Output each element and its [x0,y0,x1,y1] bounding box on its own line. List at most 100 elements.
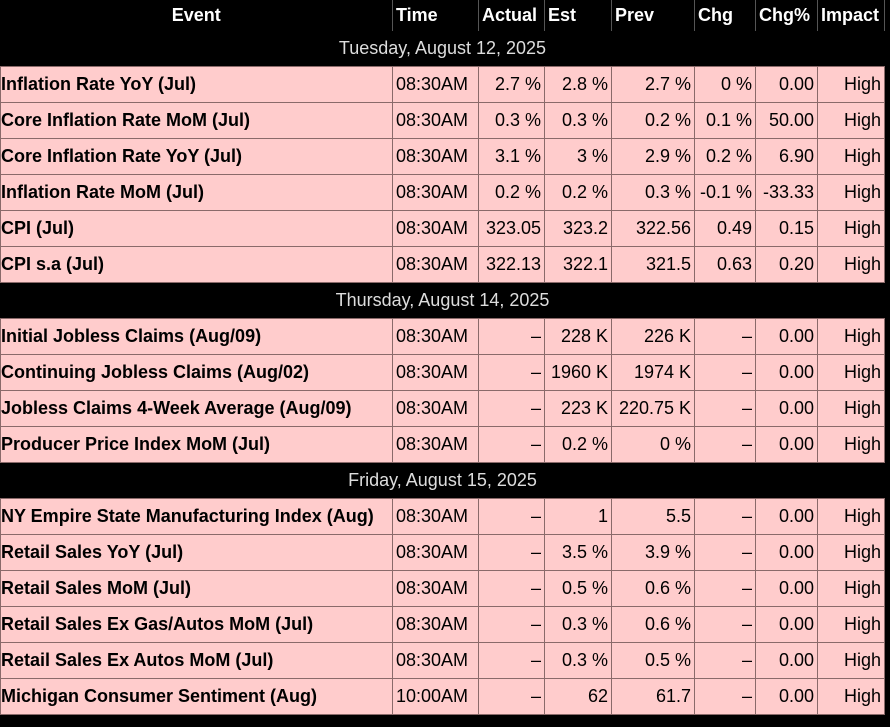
time-cell: 08:30AM [392,498,479,535]
actual-cell: – [478,498,545,535]
time-cell: 08:30AM [392,426,479,463]
event-row[interactable]: NY Empire State Manufacturing Index (Aug… [0,498,885,535]
chg-percent-cell: 0.00 [755,678,818,715]
event-cell: Retail Sales YoY (Jul) [0,534,393,571]
impact-cell: High [817,102,885,139]
event-row[interactable]: Continuing Jobless Claims (Aug/02) 08:30A… [0,354,885,391]
actual-cell: – [478,606,545,643]
time-cell: 08:30AM [392,138,479,175]
chg-cell: – [694,606,756,643]
time-cell: 08:30AM [392,606,479,643]
impact-cell: High [817,678,885,715]
actual-cell: 0.3 % [478,102,545,139]
date-header: Friday, August 15, 2025 [0,462,885,499]
prev-cell: 1974 K [611,354,695,391]
impact-cell: High [817,606,885,643]
event-row[interactable]: Initial Jobless Claims (Aug/09) 08:30AM –2… [0,318,885,355]
time-cell: 08:30AM [392,102,479,139]
impact-cell: High [817,642,885,679]
actual-cell: – [478,570,545,607]
event-row[interactable]: CPI s.a (Jul) 08:30AM 322.13 322.1 321.5 0.63… [0,246,885,283]
event-row[interactable]: CPI (Jul) 08:30AM 323.05 323.2 322.56 0.49 0.1… [0,210,885,247]
event-row[interactable]: Retail Sales Ex Gas/Autos MoM (Jul) 08:30… [0,606,885,643]
est-cell: 228 K [544,318,612,355]
chg-percent-cell: 0.20 [755,246,818,283]
chg-percent-cell: -33.33 [755,174,818,211]
event-cell: Core Inflation Rate YoY (Jul) [0,138,393,175]
actual-cell: 0.2 % [478,174,545,211]
event-row[interactable]: Retail Sales YoY (Jul) 08:30AM –3.5 % 3.9 %… [0,534,885,571]
prev-cell: 2.7 % [611,66,695,103]
column-header-actual[interactable]: Actual [478,0,545,31]
est-cell: 3.5 % [544,534,612,571]
date-header: Tuesday, August 12, 2025 [0,31,885,67]
column-header-chg[interactable]: Chg [694,0,756,31]
actual-cell: – [478,390,545,427]
actual-cell: 323.05 [478,210,545,247]
impact-cell: High [817,390,885,427]
event-row[interactable]: Producer Price Index MoM (Jul) 08:30AM –0.… [0,426,885,463]
impact-cell: High [817,426,885,463]
event-row[interactable]: Core Inflation Rate YoY (Jul) 08:30AM 3.1 … [0,138,885,175]
event-cell: Producer Price Index MoM (Jul) [0,426,393,463]
event-cell: Inflation Rate MoM (Jul) [0,174,393,211]
impact-cell: High [817,318,885,355]
actual-cell: – [478,426,545,463]
chg-cell: 0.49 [694,210,756,247]
chg-cell: – [694,426,756,463]
chg-percent-cell: 0.00 [755,426,818,463]
time-cell: 08:30AM [392,66,479,103]
est-cell: 3 % [544,138,612,175]
chg-percent-cell: 0.00 [755,642,818,679]
event-cell: Core Inflation Rate MoM (Jul) [0,102,393,139]
event-cell: Retail Sales Ex Gas/Autos MoM (Jul) [0,606,393,643]
est-cell: 1 [544,498,612,535]
column-header-event[interactable]: Event [0,0,393,31]
event-row[interactable]: Inflation Rate MoM (Jul) 08:30AM 0.2 % 0.2 … [0,174,885,211]
chg-percent-cell: 0.00 [755,534,818,571]
impact-cell: High [817,210,885,247]
chg-cell: 0 % [694,66,756,103]
chg-cell: – [694,498,756,535]
time-cell: 08:30AM [392,174,479,211]
chg-percent-cell: 0.15 [755,210,818,247]
chg-percent-cell: 0.00 [755,66,818,103]
chg-cell: – [694,534,756,571]
event-row[interactable]: Michigan Consumer Sentiment (Aug) 10:00AM… [0,678,885,715]
chg-cell: – [694,570,756,607]
event-row[interactable]: Core Inflation Rate MoM (Jul) 08:30AM 0.3 … [0,102,885,139]
date-group-row: Friday, August 15, 2025 [0,462,885,499]
event-row[interactable]: Inflation Rate YoY (Jul) 08:30AM 2.7 % 2.8 … [0,66,885,103]
column-header-est[interactable]: Est [544,0,612,31]
column-header-impact[interactable]: Impact [817,0,885,31]
event-row[interactable]: Retail Sales MoM (Jul) 08:30AM –0.5 % 0.6 %… [0,570,885,607]
chg-cell: – [694,354,756,391]
header-row: Event Time Actual Est Prev Chg Chg% Impa… [0,0,885,31]
column-header-time[interactable]: Time [392,0,479,31]
chg-cell: 0.2 % [694,138,756,175]
event-row[interactable]: Jobless Claims 4-Week Average (Aug/09) 08… [0,390,885,427]
chg-cell: 0.1 % [694,102,756,139]
impact-cell: High [817,66,885,103]
chg-percent-cell: 0.00 [755,606,818,643]
date-header: Thursday, August 14, 2025 [0,282,885,319]
actual-cell: – [478,642,545,679]
column-header-chg-percent[interactable]: Chg% [755,0,818,31]
est-cell: 0.2 % [544,174,612,211]
est-cell: 2.8 % [544,66,612,103]
time-cell: 08:30AM [392,246,479,283]
actual-cell: – [478,534,545,571]
est-cell: 0.2 % [544,426,612,463]
prev-cell: 0.2 % [611,102,695,139]
event-cell: Continuing Jobless Claims (Aug/02) [0,354,393,391]
actual-cell: 322.13 [478,246,545,283]
event-row[interactable]: Retail Sales Ex Autos MoM (Jul) 08:30AM –0… [0,642,885,679]
column-header-prev[interactable]: Prev [611,0,695,31]
est-cell: 322.1 [544,246,612,283]
time-cell: 08:30AM [392,318,479,355]
est-cell: 1960 K [544,354,612,391]
time-cell: 10:00AM [392,678,479,715]
calendar-body: Tuesday, August 12, 2025 Inflation Rate Y… [0,31,885,715]
chg-cell: 0.63 [694,246,756,283]
chg-cell: -0.1 % [694,174,756,211]
